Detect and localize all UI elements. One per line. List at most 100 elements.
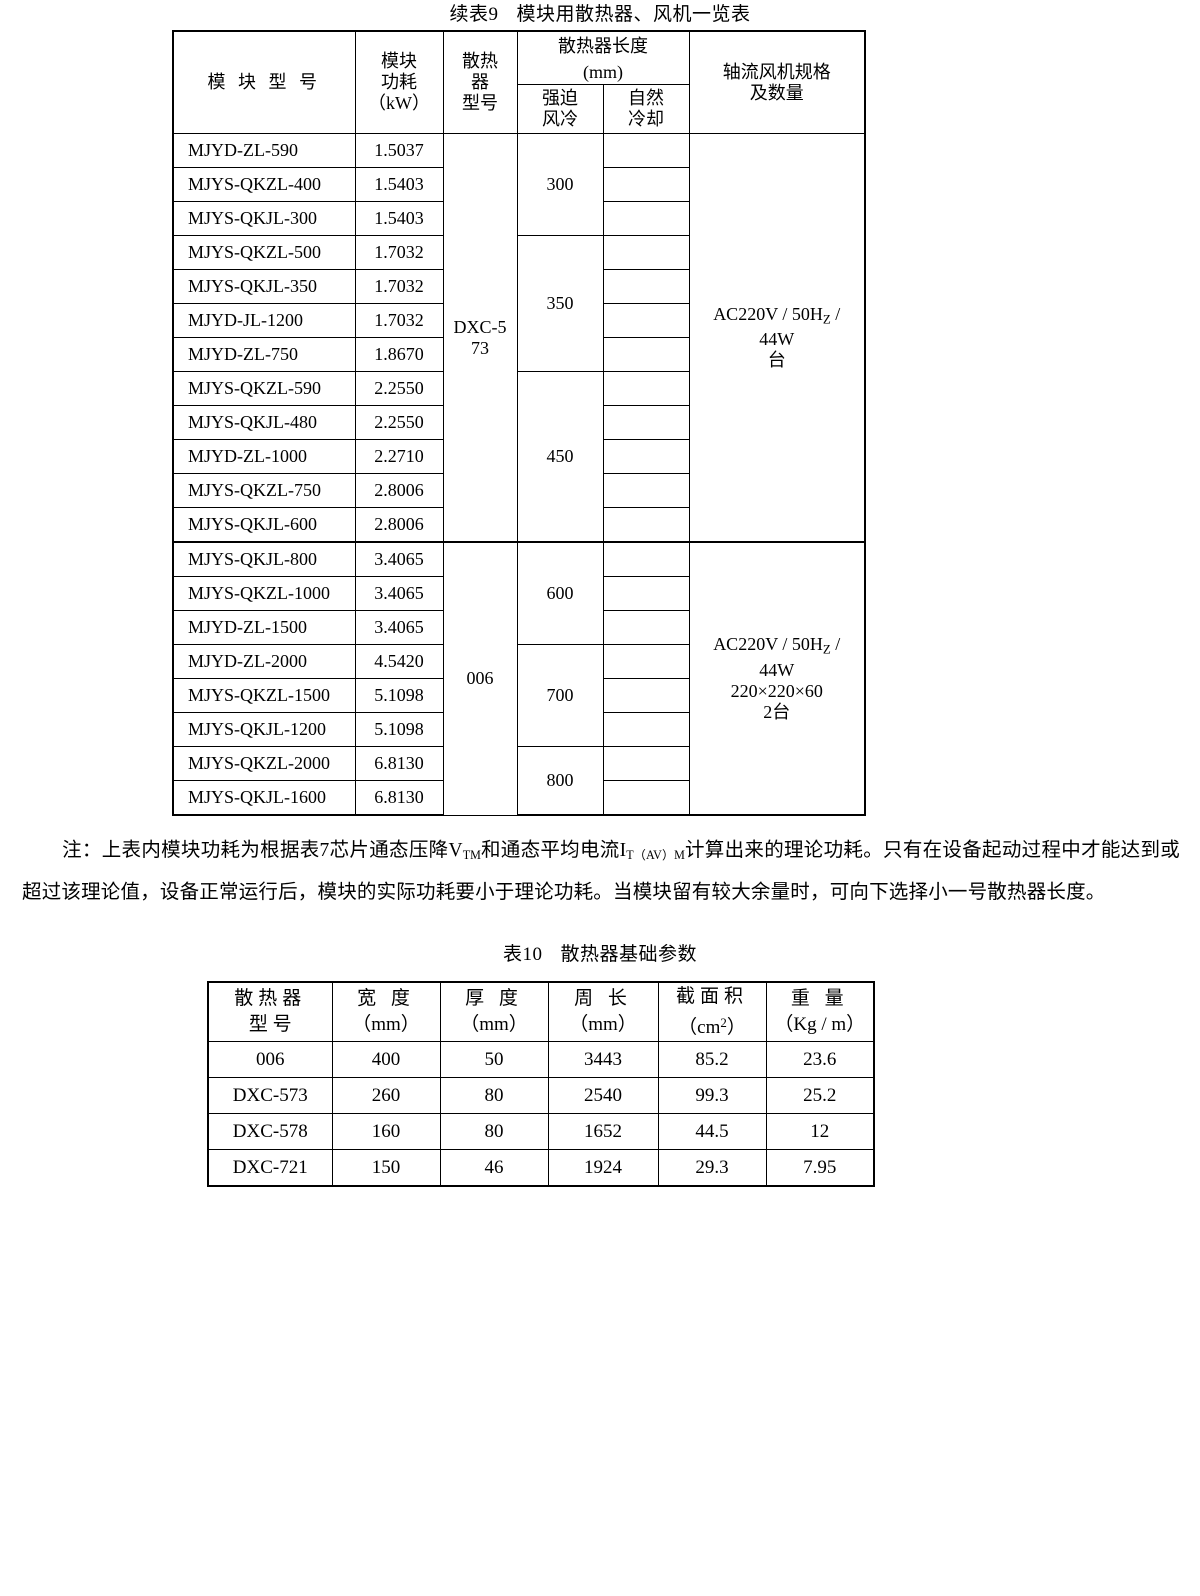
cell-module-power: 3.4065 [354, 541, 444, 577]
th-heatsink-length: 散热器长度 [516, 30, 690, 60]
th-fan-spec: 轴流风机规格 及数量 [688, 30, 866, 134]
th-col-0: 散热器型 号 [207, 981, 333, 1042]
table-row: MJYS-QKJL-800 3.4065 006 600 AC220V / 50HZ … [172, 541, 866, 816]
cell-natural-cooling-length [602, 746, 690, 781]
table9-note: 注：上表内模块功耗为根据表7芯片通态压降VTM和通态平均电流IT（AV）M计算出… [22, 839, 1180, 903]
cell-natural-cooling-length [602, 473, 690, 508]
table-row: MJYS-QKJL-1600 6.8130 [172, 780, 865, 816]
cell-fan-specification: AC220V / 50HZ /44W 台 [688, 133, 866, 543]
cell-module-model: MJYS-QKZL-400 [172, 167, 356, 202]
table10-body: 006 400 50 3443 85.2 23.6 DXC-573 260 80 2540 99.3… [207, 1041, 875, 1187]
th-heatsink-model: 散热 器 型号 [442, 30, 518, 134]
cell-r3-c4: 29.3 [657, 1149, 767, 1187]
table-row: MJYS-QKZL-500 1.7032 350 [172, 235, 865, 372]
cell-module-model: MJYD-ZL-2000 [172, 644, 356, 679]
cell-natural-cooling-length [602, 269, 690, 304]
cell-module-model: MJYS-QKJL-800 [172, 541, 356, 577]
th-col-5: 重 量（Kg / m） [765, 981, 875, 1042]
table9-caption: 续表9 模块用散热器、风机一览表 [0, 3, 1200, 27]
cell-r3-c2: 46 [439, 1149, 549, 1187]
cell-module-power: 6.8130 [354, 780, 444, 816]
cell-natural-cooling-length [602, 780, 690, 816]
cell-module-power: 2.8006 [354, 507, 444, 543]
cell-forced-air-length: 800 [516, 746, 604, 816]
th-col-2: 厚 度（mm） [439, 981, 549, 1042]
table-row: MJYD-ZL-750 1.8670 [172, 337, 865, 372]
cell-module-model: MJYS-QKJL-300 [172, 201, 356, 236]
cell-heatsink-model: DXC-5 73 [442, 133, 518, 543]
cell-r2-c5: 12 [765, 1113, 875, 1150]
th-col-3: 周 长（mm） [547, 981, 659, 1042]
cell-module-model: MJYS-QKJL-1600 [172, 780, 356, 816]
th-forced-air-cooling: 强迫 风冷 [516, 84, 604, 134]
cell-natural-cooling-length [602, 201, 690, 236]
cell-natural-cooling-length [602, 644, 690, 679]
cell-module-power: 1.5037 [354, 133, 444, 168]
cell-natural-cooling-length [602, 235, 690, 270]
table-row: MJYD-ZL-590 1.5037 DXC-5 73 300 AC220V / 50H… [172, 133, 866, 543]
cell-module-model: MJYD-JL-1200 [172, 303, 356, 338]
cell-module-model: MJYD-ZL-1500 [172, 610, 356, 645]
cell-r0-c5: 23.6 [765, 1041, 875, 1078]
cell-natural-cooling-length [602, 439, 690, 474]
cell-r0-c4: 85.2 [657, 1041, 767, 1078]
cell-forced-air-length: 600 [516, 541, 604, 645]
table-row: MJYS-QKZL-2000 6.8130 800 [172, 746, 865, 816]
cell-module-model: MJYS-QKZL-590 [172, 371, 356, 406]
table10-caption: 表10 散热器基础参数 [0, 943, 1200, 967]
cell-natural-cooling-length [602, 405, 690, 440]
th-col-4: 截面积 （cm2） [657, 981, 767, 1042]
cell-natural-cooling-length [602, 507, 690, 543]
th-heatsink-length-unit: (mm) [516, 60, 690, 85]
cell-module-model: MJYD-ZL-590 [172, 133, 356, 168]
table-row: MJYS-QKZL-750 2.8006 [172, 473, 865, 508]
cell-module-power: 1.7032 [354, 235, 444, 270]
cell-natural-cooling-length [602, 303, 690, 338]
cell-module-power: 4.5420 [354, 644, 444, 679]
table-row: MJYS-QKJL-350 1.7032 [172, 269, 865, 304]
cell-heatsink-model: 006 [442, 541, 518, 816]
th-col-1: 宽 度（mm） [331, 981, 441, 1042]
th-module-power: 模块 功耗 （kW） [354, 30, 444, 134]
cell-r2-c2: 80 [439, 1113, 549, 1150]
cell-natural-cooling-length [602, 678, 690, 713]
cell-r0-c2: 50 [439, 1041, 549, 1078]
cell-r1-c2: 80 [439, 1077, 549, 1114]
table10-caption-number: 表10 [502, 944, 543, 965]
cell-module-power: 1.5403 [354, 167, 444, 202]
cell-r2-c1: 160 [331, 1113, 441, 1150]
cell-module-model: MJYS-QKZL-750 [172, 473, 356, 508]
cell-natural-cooling-length [602, 337, 690, 372]
table-row: DXC-578 160 80 1652 44.5 12 [207, 1113, 875, 1150]
table-row: MJYS-QKZL-400 1.5403 [172, 167, 865, 202]
cell-module-model: MJYD-ZL-750 [172, 337, 356, 372]
cell-r1-c3: 2540 [547, 1077, 659, 1114]
cell-natural-cooling-length [602, 712, 690, 747]
cell-module-power: 3.4065 [354, 576, 444, 611]
cell-forced-air-length: 700 [516, 644, 604, 747]
cell-forced-air-length: 450 [516, 371, 604, 543]
cell-module-model: MJYS-QKZL-2000 [172, 746, 356, 781]
cell-module-model: MJYS-QKZL-1000 [172, 576, 356, 611]
cell-forced-air-length: 350 [516, 235, 604, 372]
cell-r2-c3: 1652 [547, 1113, 659, 1150]
table-row: MJYD-ZL-2000 4.5420 700 [172, 644, 865, 747]
table10-header: 散热器型 号宽 度（mm）厚 度（mm）周 长（mm） 截面积 （cm2）重 量（K… [207, 981, 875, 1042]
cell-r3-c1: 150 [331, 1149, 441, 1187]
cell-fan-specification: AC220V / 50HZ /44W 220×220×60 2台 [688, 541, 866, 816]
cell-r1-c4: 99.3 [657, 1077, 767, 1114]
cell-module-power: 1.5403 [354, 201, 444, 236]
cell-r1-c5: 25.2 [765, 1077, 875, 1114]
cell-r2-c4: 44.5 [657, 1113, 767, 1150]
table-heatsink-base-parameters: 散热器型 号宽 度（mm）厚 度（mm）周 长（mm） 截面积 （cm2）重 量（K… [207, 981, 875, 1187]
table9-caption-text: 模块用散热器、风机一览表 [516, 4, 751, 25]
cell-module-power: 3.4065 [354, 610, 444, 645]
cell-r0-c1: 400 [331, 1041, 441, 1078]
cell-natural-cooling-length [602, 371, 690, 406]
cell-module-model: MJYS-QKJL-480 [172, 405, 356, 440]
table10-caption-text: 散热器基础参数 [560, 944, 698, 965]
table-row: MJYS-QKJL-1200 5.1098 [172, 712, 865, 747]
cell-module-power: 5.1098 [354, 712, 444, 747]
table9-caption-number: 续表9 [449, 4, 499, 25]
